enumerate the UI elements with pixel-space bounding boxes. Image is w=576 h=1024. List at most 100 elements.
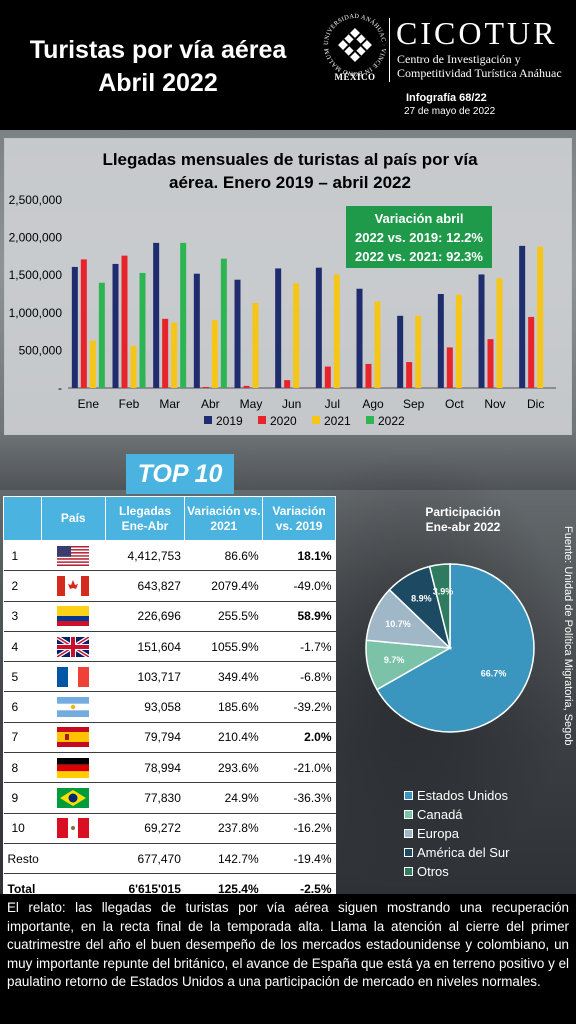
legend-label: América del Sur (417, 845, 510, 860)
monthly-arrivals-chart: - 500,000 1,000,000 1,500,000 2,000,000 2,500… (9, 193, 556, 428)
bar-2020-Ago (365, 363, 372, 388)
legend-label-2022: 2022 (378, 414, 405, 428)
legend-item: Estados Unidos (404, 786, 509, 805)
legend-swatch (404, 867, 413, 876)
bar-2022-Abr (220, 258, 227, 388)
header: Turistas por vía aérea Abril 2022 UNIVER… (0, 0, 576, 130)
argentina-flag (57, 697, 90, 718)
rank-cell: 1 (3, 539, 42, 571)
var-2021-cell: 293.6% (184, 752, 263, 783)
bar-2021-Ago (374, 301, 381, 388)
flag-cell (41, 539, 106, 571)
bar-2021-Sep (415, 315, 422, 388)
x-tick-label: Nov (484, 397, 505, 411)
usa-flag (57, 545, 90, 566)
y-tick-label: 1,000,000 (9, 306, 63, 320)
llegadas-cell: 77,830 (105, 782, 185, 814)
publication-date: 27 de mayo de 2022 (404, 106, 496, 117)
x-tick-label: Jun (282, 397, 301, 411)
table-row-resto: Resto 677,470 142.7% -19.4% (3, 842, 336, 874)
y-tick-label: - (58, 381, 62, 395)
var-2019-cell: -21.0% (262, 752, 336, 783)
bar-2021-May (252, 303, 259, 388)
legend-swatch-2022 (366, 416, 374, 424)
bar-2019-Nov (478, 274, 485, 388)
table-row: 8 78,994 293.6% -21.0% (3, 752, 336, 783)
flag-cell (41, 691, 106, 723)
table-row: 10 69,272 237.8% -16.2% (3, 812, 336, 844)
table-row: 3 226,696 255.5% 58.9% (3, 600, 336, 632)
participation-title-1: Participación (425, 505, 501, 519)
bar-2021-Jul (333, 274, 340, 388)
pie-label-0: 66.7% (481, 668, 507, 678)
table-row: 1 4,412,753 86.6% 18.1% (3, 539, 336, 571)
header-var-2019: Variación vs. 2019 (262, 496, 336, 541)
x-tick-label: Abr (201, 397, 220, 411)
legend-label: Europa (417, 826, 459, 841)
rank-cell: 9 (3, 782, 42, 814)
logo-mexico: MÉXICO (334, 72, 376, 82)
bar-2021-Jun (293, 283, 300, 388)
variation-annotation: Variación abril 2022 vs. 2019: 12.2% 202… (346, 206, 492, 268)
var-2019-cell: -39.2% (262, 691, 336, 723)
legend-label-2021: 2021 (324, 414, 351, 428)
llegadas-cell: 69,272 (105, 812, 185, 844)
bar-2021-Oct (455, 294, 462, 388)
flag-cell (41, 721, 106, 753)
header-rank (3, 496, 42, 541)
bar-2020-Mar (162, 318, 169, 388)
x-tick-label: Ene (78, 397, 100, 411)
participation-pie-chart: 66.7% 9.7% 10.7% 8.9%3.9% (365, 563, 535, 733)
participation-title-2: Ene-abr 2022 (425, 520, 501, 534)
resto-llegadas-cell: 677,470 (105, 842, 185, 874)
cicotur-logo: CICOTUR (396, 15, 558, 51)
x-tick-label: Feb (119, 397, 140, 411)
legend-item: Canadá (404, 805, 509, 824)
bar-2019-Jun (275, 268, 282, 388)
flag-cell (41, 782, 106, 814)
pie-label-1: 9.7% (384, 655, 405, 665)
bar-2020-Dic (528, 316, 535, 388)
header-pais: País (40, 496, 106, 541)
legend-swatch-2019 (204, 416, 212, 424)
llegadas-cell: 79,794 (105, 721, 185, 753)
var-2021-cell: 210.4% (184, 721, 263, 753)
bar-2022-Feb (139, 272, 146, 388)
pie-label-3: 8.9% (411, 594, 432, 604)
bar-2021-Dic (537, 246, 544, 388)
title-line-1: Turistas por vía aérea (29, 36, 287, 64)
source-note: Fuente: Unidad de Política Migratoria, S… (562, 526, 574, 746)
var-2019-cell: 58.9% (262, 600, 336, 632)
table-row: 2 643,827 2079.4% -49.0% (3, 570, 336, 602)
legend-label: Estados Unidos (417, 788, 509, 803)
cicotur-subtitle-2: Competitividad Turística Anáhuac (397, 66, 562, 80)
y-tick-label: 2,500,000 (9, 193, 63, 207)
flag-cell (41, 752, 106, 783)
france-flag (57, 666, 90, 687)
table-row: 7 79,794 210.4% 2.0% (3, 721, 336, 753)
bar-2020-Nov (487, 339, 494, 388)
x-tick-label: Dic (527, 397, 544, 411)
bar-2020-May (243, 385, 250, 388)
top10-table: País Llegadas Ene-Abr Variación vs. 2021… (3, 496, 336, 905)
page-title: Turistas por vía aérea Abril 2022 (8, 34, 308, 100)
legend-label: Otros (417, 864, 449, 879)
bar-2020-Oct (446, 347, 453, 388)
bar-2019-Sep (397, 315, 404, 388)
var-2019-cell: -6.8% (262, 661, 336, 692)
bar-2019-Feb (112, 263, 119, 388)
bar-2019-Oct (437, 294, 444, 388)
table-row: 6 93,058 185.6% -39.2% (3, 691, 336, 723)
pie-legend: Estados Unidos Canadá Europa América del Su… (404, 786, 509, 881)
table-header-row: País Llegadas Ene-Abr Variación vs. 2021… (3, 496, 336, 541)
var-2021-cell: 1055.9% (184, 630, 263, 662)
bar-2019-Ago (356, 288, 363, 388)
legend-swatch-2021 (312, 416, 320, 424)
legend-label-2020: 2020 (270, 414, 297, 428)
var-2021-cell: 86.6% (184, 539, 263, 571)
legend-swatch (404, 848, 413, 857)
resto-var-2021-cell: 142.7% (184, 842, 263, 874)
bar-2021-Feb (130, 345, 137, 388)
variation-title: Variación abril (374, 211, 464, 226)
var-2019-cell: 2.0% (262, 721, 336, 753)
